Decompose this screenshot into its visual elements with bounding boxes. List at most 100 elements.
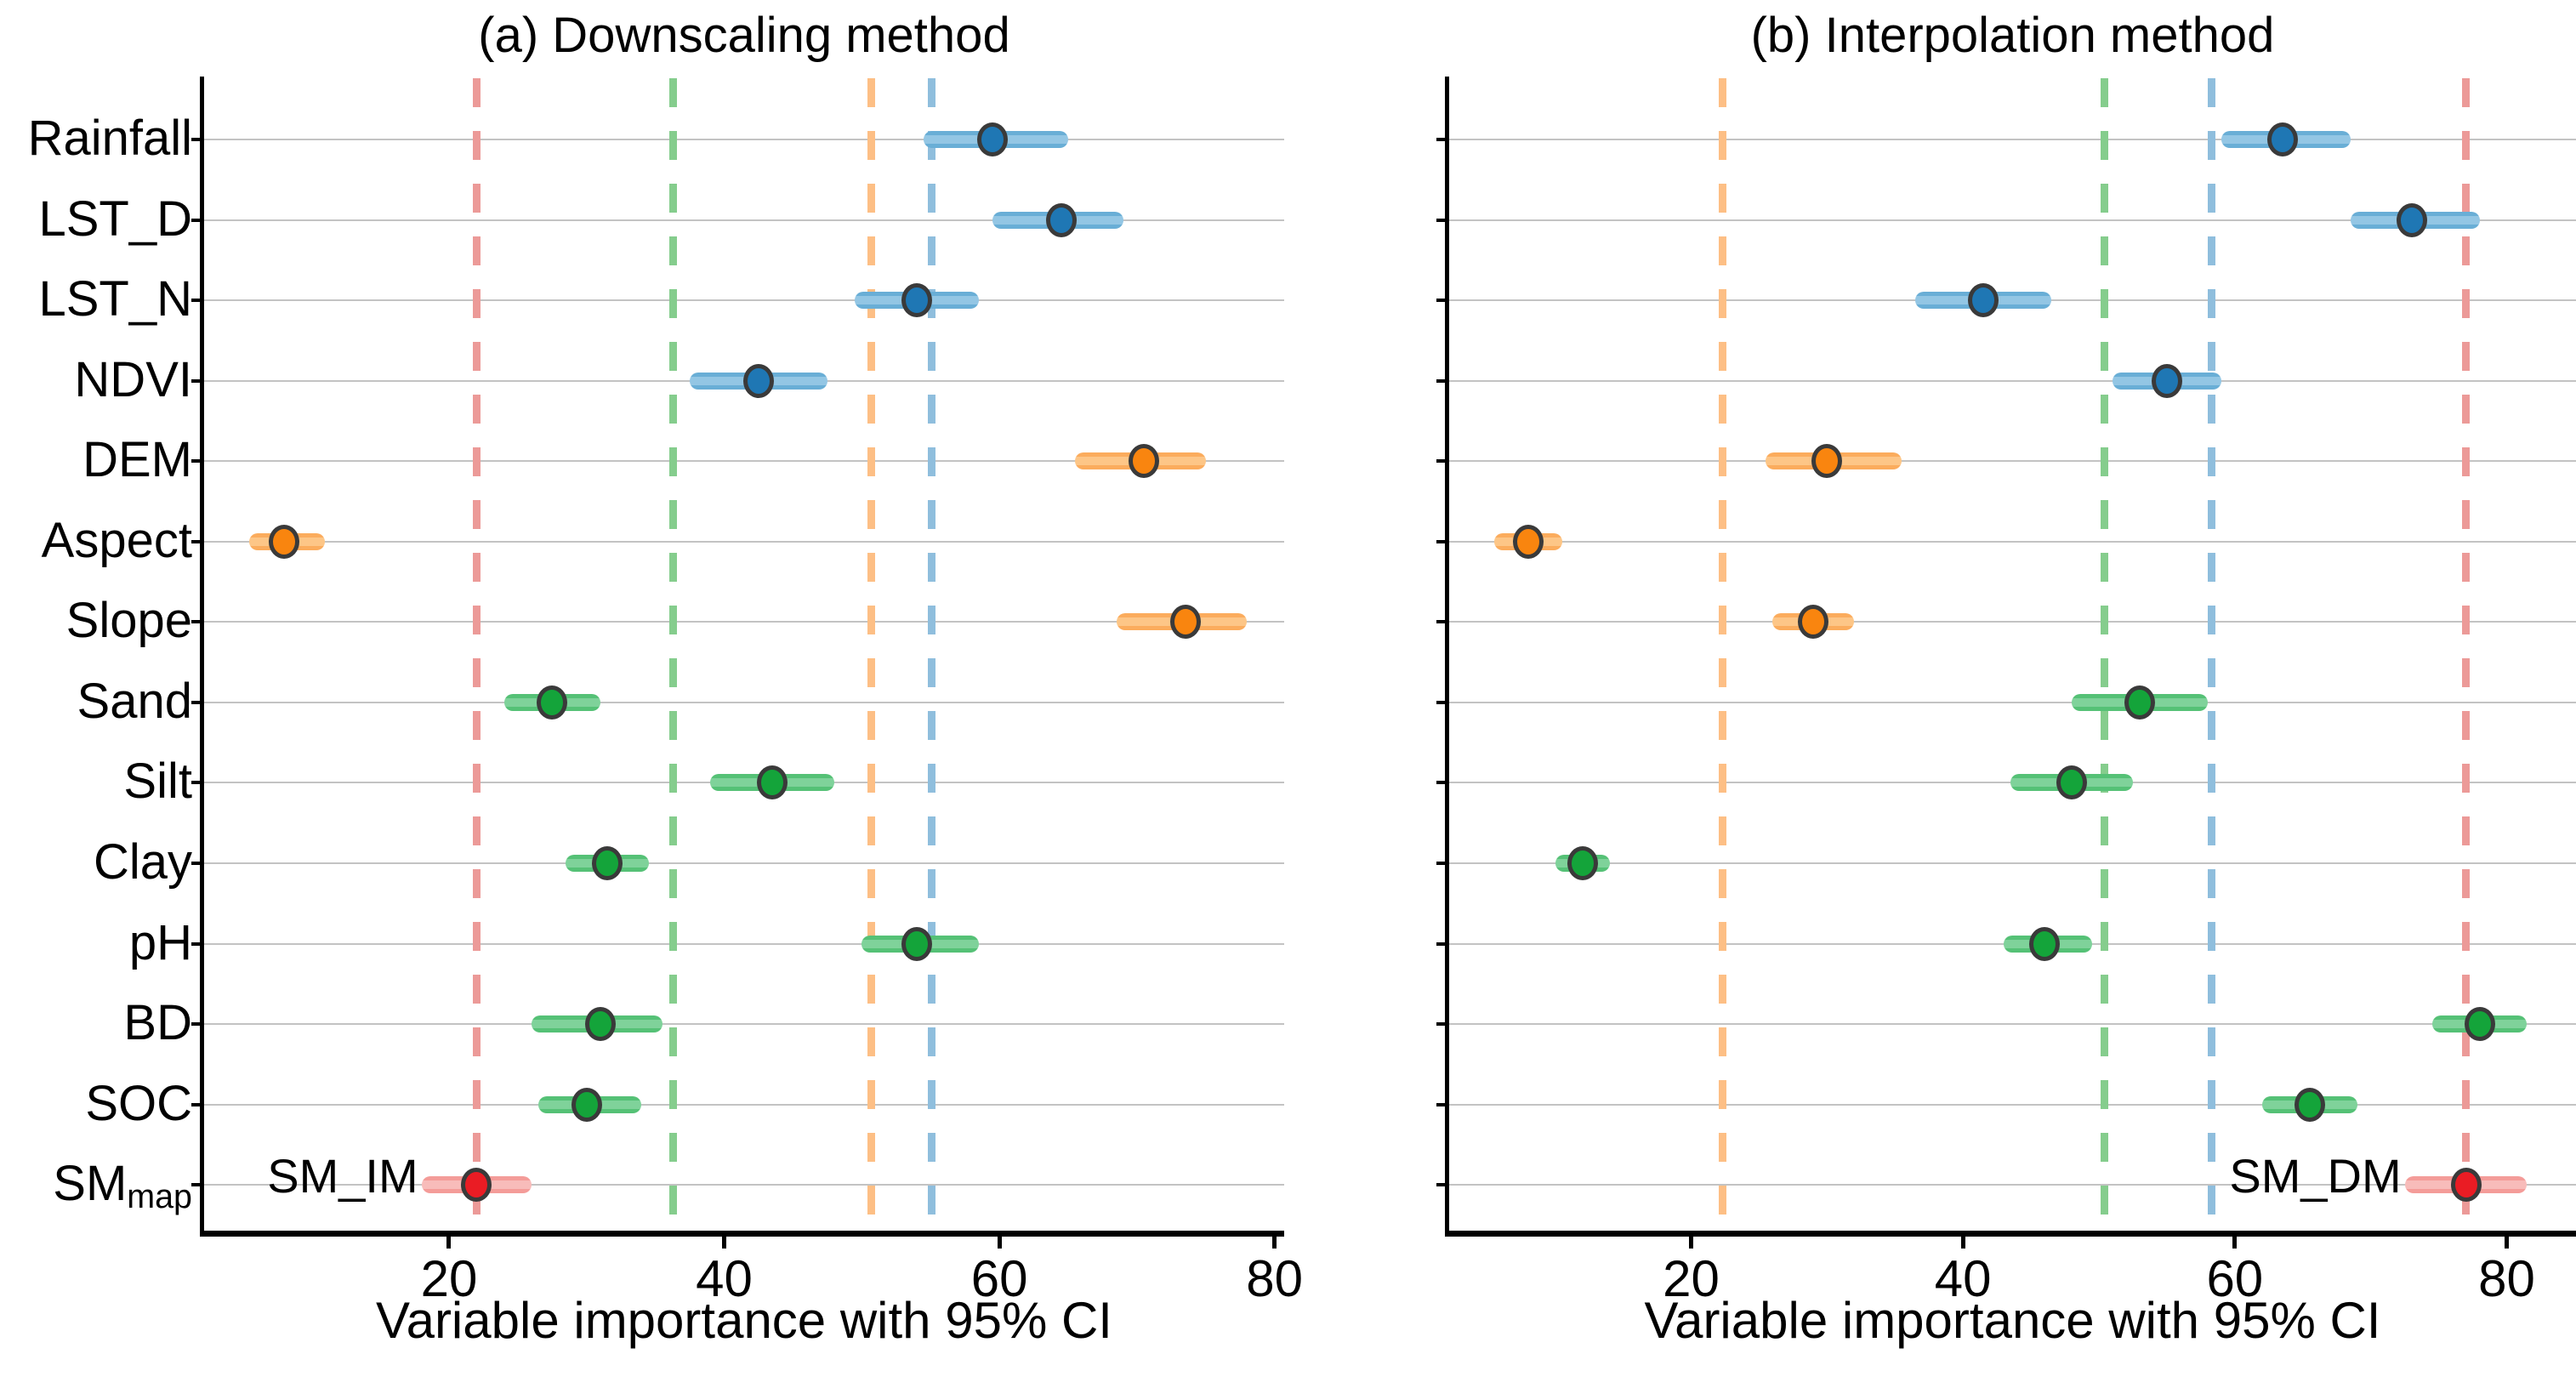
data-point-ph (2029, 926, 2061, 961)
x-tick-20 (446, 1231, 452, 1249)
gridline-soc (1449, 1103, 2576, 1106)
data-point-aspect (1512, 524, 1544, 559)
data-point-silt (2056, 765, 2088, 800)
data-point-bd (2464, 1007, 2495, 1042)
x-tick-label-60: 60 (2206, 1250, 2264, 1307)
y-axis-label-soc: SOC (85, 1075, 192, 1131)
panel-b-xaxis-title: Variable importance with 95% CI (1644, 1292, 2381, 1349)
y-axis-label-lst_n: LST_N (38, 271, 192, 327)
y-axis-label-sm_map: SMmap (53, 1156, 192, 1215)
y-axis-line (1445, 77, 1449, 1237)
data-point-lst_n (1968, 283, 1999, 318)
gridline-ph (204, 942, 1284, 945)
y-tick-slope (1436, 620, 1449, 624)
y-axis-label-aspect: Aspect (41, 512, 192, 568)
y-tick-aspect (191, 539, 204, 543)
x-tick-label-80: 80 (2478, 1250, 2535, 1307)
gridline-slope (204, 621, 1284, 623)
y-axis-label-ph: pH (128, 914, 192, 970)
y-tick-silt (1436, 781, 1449, 785)
data-point-rainfall (2266, 122, 2298, 156)
data-point-clay (1567, 845, 1598, 880)
y-tick-ph (191, 941, 204, 946)
y-tick-aspect (1436, 539, 1449, 543)
y-tick-lst_d (1436, 218, 1449, 222)
gridline-sm_map (204, 1184, 1284, 1186)
y-tick-lst_n (1436, 299, 1449, 303)
data-point-slope (1169, 605, 1201, 640)
x-tick-40 (722, 1231, 727, 1249)
x-tick-80 (1272, 1231, 1277, 1249)
data-point-lst_n (901, 283, 933, 318)
gridline-sand (204, 701, 1284, 703)
gridline-sm_map (1449, 1184, 2576, 1186)
data-point-dem (1128, 444, 1159, 479)
y-tick-bd (191, 1022, 204, 1027)
y-tick-ndvi (1436, 378, 1449, 383)
gridline-soc (204, 1103, 1284, 1106)
y-tick-clay (191, 861, 204, 865)
x-tick-60 (997, 1231, 1002, 1249)
y-tick-lst_n (191, 299, 204, 303)
gridline-dem (1449, 460, 2576, 463)
y-tick-sm_map (191, 1183, 204, 1187)
gridline-clay (204, 862, 1284, 864)
mean-line-climate_veg (928, 78, 935, 1231)
gridline-bd (204, 1023, 1284, 1026)
gridline-bd (1449, 1023, 2576, 1026)
y-tick-slope (191, 620, 204, 624)
mean-line-soil (669, 78, 677, 1231)
data-point-slope (1798, 605, 1829, 640)
gridline-clay (1449, 862, 2576, 864)
gridline-aspect (1449, 540, 2576, 543)
data-point-sand (537, 685, 568, 720)
y-axis-label-ndvi: NDVI (74, 351, 192, 407)
data-point-ndvi (2151, 363, 2182, 398)
x-tick-40 (1960, 1231, 1965, 1249)
annotation-sm-dm: SM_DM (2229, 1149, 2402, 1203)
gridline-lst_d (1449, 219, 2576, 221)
mean-line-sm_map (2462, 78, 2470, 1231)
panel-a-xaxis-title: Variable importance with 95% CI (376, 1292, 1112, 1349)
x-tick-label-60: 60 (970, 1250, 1028, 1307)
gridline-sand (1449, 701, 2576, 703)
data-point-sm_map (461, 1168, 492, 1203)
mean-line-climate_veg (2208, 78, 2215, 1231)
x-axis-line (1445, 1231, 2576, 1237)
x-tick-label-20: 20 (420, 1250, 478, 1307)
gridline-lst_n (204, 299, 1284, 302)
x-tick-label-40: 40 (696, 1250, 753, 1307)
gridline-ndvi (1449, 379, 2576, 382)
y-axis-label-clay: Clay (93, 833, 192, 890)
mean-line-topography (1719, 78, 1726, 1231)
x-tick-20 (1688, 1231, 1693, 1249)
x-tick-60 (2232, 1231, 2238, 1249)
y-tick-clay (1436, 861, 1449, 865)
data-point-bd (584, 1007, 616, 1042)
y-tick-rainfall (1436, 138, 1449, 141)
y-tick-dem (1436, 459, 1449, 464)
mean-line-sm_map (473, 78, 481, 1231)
y-tick-ph (1436, 941, 1449, 946)
y-tick-ndvi (191, 378, 204, 383)
y-axis-label-bd: BD (123, 995, 192, 1051)
gridline-lst_d (204, 219, 1284, 221)
x-axis-line (200, 1231, 1284, 1237)
y-tick-rainfall (191, 138, 204, 141)
y-axis-line (200, 77, 204, 1237)
data-point-sm_map (2450, 1168, 2482, 1203)
data-point-silt (757, 765, 788, 800)
x-tick-label-40: 40 (1934, 1250, 1992, 1307)
annotation-sm-im: SM_IM (267, 1149, 418, 1203)
data-point-soc (571, 1087, 602, 1122)
y-axis-label-lst_d: LST_D (38, 191, 192, 247)
y-tick-bd (1436, 1022, 1449, 1027)
data-point-lst_d (2396, 202, 2427, 237)
data-point-rainfall (977, 122, 1009, 156)
gridline-rainfall (204, 139, 1284, 140)
y-tick-sand (1436, 700, 1449, 704)
y-tick-lst_d (191, 218, 204, 222)
data-point-lst_d (1045, 202, 1077, 237)
gridline-aspect (204, 540, 1284, 543)
